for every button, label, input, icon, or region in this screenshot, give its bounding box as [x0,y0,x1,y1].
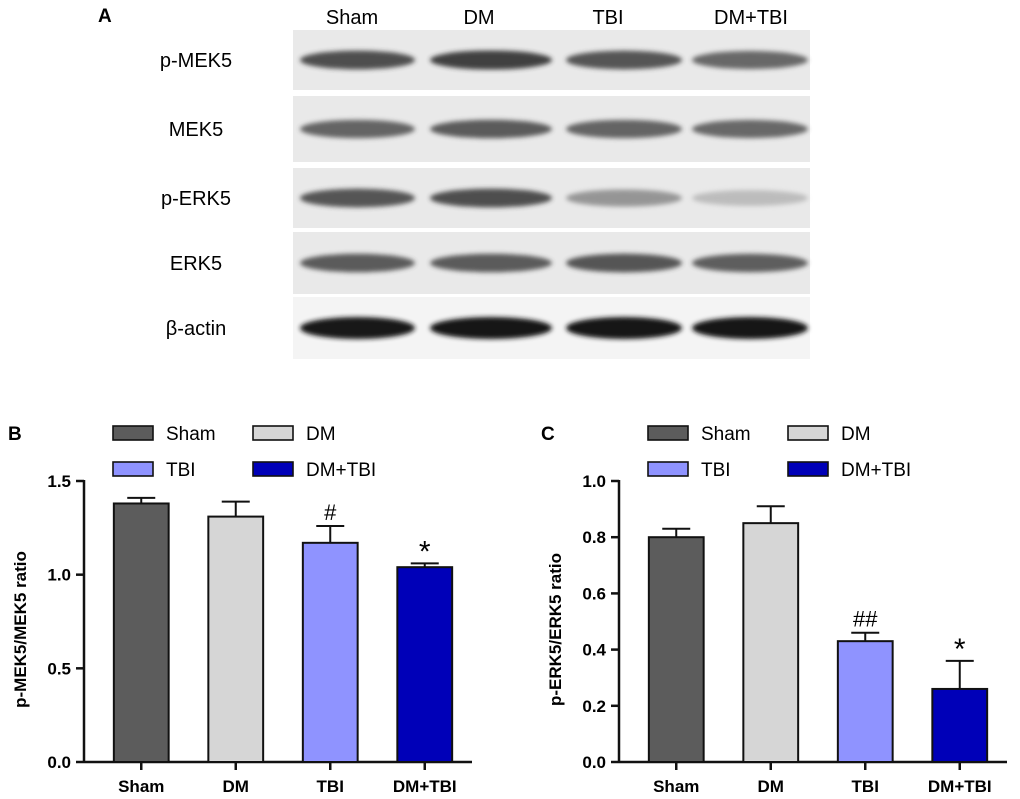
chart-c-y-tick-label: 0.0 [582,753,606,772]
chart-c-legend-label-sham: Sham [701,424,751,445]
chart-b-bar-sham [112,502,170,763]
chart-c-y-tick-label: 0.2 [582,697,606,716]
chart-b-legend-label-tbi: TBI [166,460,196,481]
blot-band-erk5-dm [430,253,552,273]
chart-c: C Sham DM TBI DM+TBI 0.0 0.2 0.4 0.6 0.8 1.0 Sham… [541,424,1007,796]
chart-c-legend: Sham DM TBI DM+TBI [647,424,911,481]
blot-row-p-mek5: p-MEK5 [160,30,810,90]
chart-b-x-tick-label-tbi: TBI [317,777,344,796]
chart-c-x-tick-label-dm: DM [758,777,784,796]
chart-b-axes: 0.0 0.5 1.0 1.5 Sham DM TBI DM+TBI [47,472,472,796]
blot-band-p-mek5-dm-plus-tbi [692,50,808,70]
blot-row-label-mek5: MEK5 [169,119,223,141]
chart-c-x-tick-label-tbi: TBI [852,777,879,796]
blot-band-beta-actin-dm-plus-tbi [692,317,808,339]
chart-c-legend-swatch-dm-plus-tbi [787,461,829,477]
blot-band-p-mek5-tbi [566,50,682,70]
chart-b-legend-swatch-dm [252,425,294,441]
chart-b-legend-label-sham: Sham [166,424,216,445]
chart-b-x-tick-label-sham: Sham [118,777,164,796]
chart-b-legend: Sham DM TBI DM+TBI [112,424,376,481]
blot-band-p-mek5-dm [430,50,552,70]
blot-row-p-erk5: p-ERK5 [161,168,810,228]
blot-band-mek5-tbi [566,119,682,139]
blot-band-erk5-sham [300,253,415,273]
chart-c-y-tick-label: 0.4 [582,641,606,660]
chart-c-legend-label-dm-plus-tbi: DM+TBI [841,460,911,481]
chart-b-bar-tbi [301,541,359,763]
lane-label-sham: Sham [326,7,378,29]
lane-labels: Sham DM TBI DM+TBI [326,7,788,29]
blot-band-p-mek5-sham [300,50,415,70]
blot-band-beta-actin-sham [300,317,415,339]
chart-b-y-tick-label: 0.0 [47,753,71,772]
chart-c-x-tick-label-dm-plus-tbi: DM+TBI [928,777,992,796]
blot-rows: p-MEK5 MEK5 p-ERK5 ERK5 β-actin [160,30,810,359]
chart-c-legend-swatch-tbi [647,461,689,477]
chart-c-y-tick-label: 0.8 [582,528,606,547]
chart-b-significance-dm-plus-tbi: * [419,535,431,568]
chart-b-legend-swatch-tbi [112,461,154,477]
blot-row-label-p-mek5: p-MEK5 [160,50,232,72]
blot-row-mek5: MEK5 [169,96,810,162]
blot-band-erk5-dm-plus-tbi [692,253,808,273]
blot-band-mek5-dm [430,119,552,139]
lane-label-dm-plus-tbi: DM+TBI [714,7,788,29]
blot-band-p-erk5-tbi [566,189,682,207]
chart-c-y-axis-label: p-ERK5/ERK5 ratio [546,553,565,706]
blot-row-erk5: ERK5 [170,232,810,294]
chart-c-bar-tbi [836,640,894,763]
chart-b-x-tick-label-dm-plus-tbi: DM+TBI [393,777,457,796]
blot-row-label-erk5: ERK5 [170,253,222,275]
chart-b-significance-tbi: # [324,500,337,525]
lane-label-dm: DM [463,7,494,29]
chart-b-legend-label-dm-plus-tbi: DM+TBI [306,460,376,481]
blot-row-label-p-erk5: p-ERK5 [161,188,231,210]
panel-a-label: A [98,6,112,27]
chart-b-bars: #* [112,496,454,763]
chart-c-significance-tbi: ## [853,607,878,632]
chart-c-x-tick-label-sham: Sham [653,777,699,796]
blot-band-erk5-tbi [566,253,682,273]
chart-c-legend-label-dm: DM [841,424,871,445]
chart-b: B Sham DM TBI DM+TBI 0.0 0.5 1.0 1.5 Sham DM TBI D… [8,424,472,796]
lane-label-tbi: TBI [592,7,623,29]
blot-band-beta-actin-tbi [566,317,682,339]
blot-band-p-erk5-dm-plus-tbi [692,190,808,206]
chart-b-bar-dm-plus-tbi [396,566,454,763]
blot-band-beta-actin-dm [430,317,552,339]
blot-band-p-erk5-dm [430,188,552,208]
chart-c-bars: ## * [647,505,989,764]
chart-b-legend-label-dm: DM [306,424,336,445]
panel-c-label: C [541,424,555,445]
chart-c-bar-sham [647,536,705,763]
chart-b-y-tick-label: 0.5 [47,659,71,678]
chart-c-significance-dm-plus-tbi: * [954,633,966,666]
western-blot-panel: A Sham DM TBI DM+TBI p-MEK5 MEK5 p-ERK5 ERK5 β-… [98,6,810,359]
chart-c-y-tick-label: 0.6 [582,584,606,603]
panel-b-label: B [8,424,22,445]
blot-band-p-erk5-sham [300,188,415,208]
chart-b-y-tick-label: 1.5 [47,472,71,491]
chart-c-legend-label-tbi: TBI [701,460,731,481]
chart-c-bar-dm [742,522,800,764]
chart-b-legend-swatch-sham [112,425,154,441]
chart-b-bar-dm [207,515,265,763]
chart-c-bar-dm-plus-tbi [931,687,989,763]
blot-band-mek5-dm-plus-tbi [692,119,808,139]
chart-c-legend-swatch-dm [787,425,829,441]
chart-c-y-tick-label: 1.0 [582,472,606,491]
chart-b-y-axis-label: p-MEK5/MEK5 ratio [11,551,30,708]
chart-b-x-tick-label-dm: DM [223,777,249,796]
chart-c-legend-swatch-sham [647,425,689,441]
blot-row-label-beta-actin: β-actin [166,318,226,340]
blot-band-mek5-sham [300,119,415,139]
blot-row-beta-actin: β-actin [166,297,810,359]
chart-b-legend-swatch-dm-plus-tbi [252,461,294,477]
chart-b-y-tick-label: 1.0 [47,566,71,585]
